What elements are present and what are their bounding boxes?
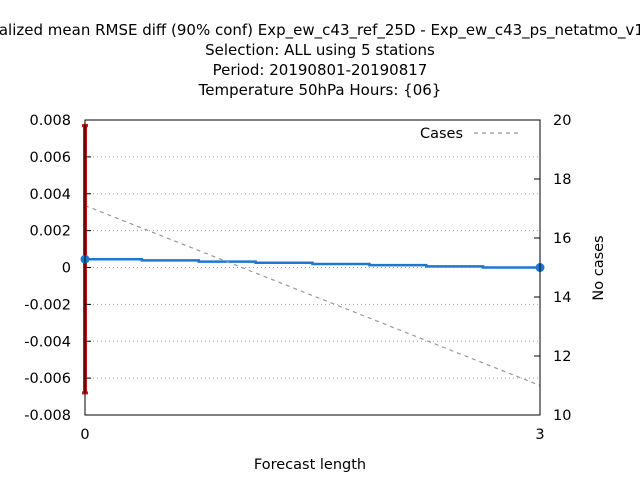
y2-tick-label: 12 bbox=[553, 349, 571, 365]
series-line-diff bbox=[85, 257, 540, 269]
y-tick-label: 0.006 bbox=[29, 150, 71, 166]
y2-tick-label: 18 bbox=[553, 172, 571, 188]
x-tick-label: 0 bbox=[80, 427, 89, 443]
chart-title-line-1: Normalized mean RMSE diff (90% conf) Exp… bbox=[0, 21, 640, 39]
y-tick-label: 0.002 bbox=[29, 224, 71, 240]
y-tick-label: 0.004 bbox=[29, 187, 71, 203]
y-tick-label: 0.008 bbox=[29, 113, 71, 129]
x-axis-label: Forecast length bbox=[254, 457, 366, 473]
series-layer bbox=[80, 124, 545, 395]
y-tick-label: -0.004 bbox=[24, 334, 71, 350]
y2-tick-label: 10 bbox=[553, 408, 571, 424]
axis-layer: 0.008 0.006 0.004 0.002 0 -0.002 -0.004 -0.006 -… bbox=[24, 113, 571, 443]
series-line-cases bbox=[84, 204, 541, 387]
chart-title-line-4: Temperature 50hPa Hours: {06} bbox=[198, 81, 442, 99]
y-tick-label: -0.008 bbox=[24, 408, 71, 424]
y2-tick-label: 20 bbox=[553, 113, 571, 129]
chart-title-line-2: Selection: ALL using 5 stations bbox=[205, 41, 435, 59]
y-tick-label: 0 bbox=[62, 261, 71, 277]
y2-tick-label: 14 bbox=[553, 290, 571, 306]
y-tick-label: -0.006 bbox=[24, 371, 71, 387]
legend-label-cases: Cases bbox=[420, 126, 463, 142]
y2-tick-label: 16 bbox=[553, 231, 571, 247]
x-tick-label: 3 bbox=[535, 427, 544, 443]
legend: Cases bbox=[420, 126, 521, 142]
y2-axis-label: No cases bbox=[591, 235, 607, 300]
y-tick-label: -0.002 bbox=[24, 297, 71, 313]
chart-title-line-3: Period: 20190801-20190817 bbox=[212, 61, 428, 79]
